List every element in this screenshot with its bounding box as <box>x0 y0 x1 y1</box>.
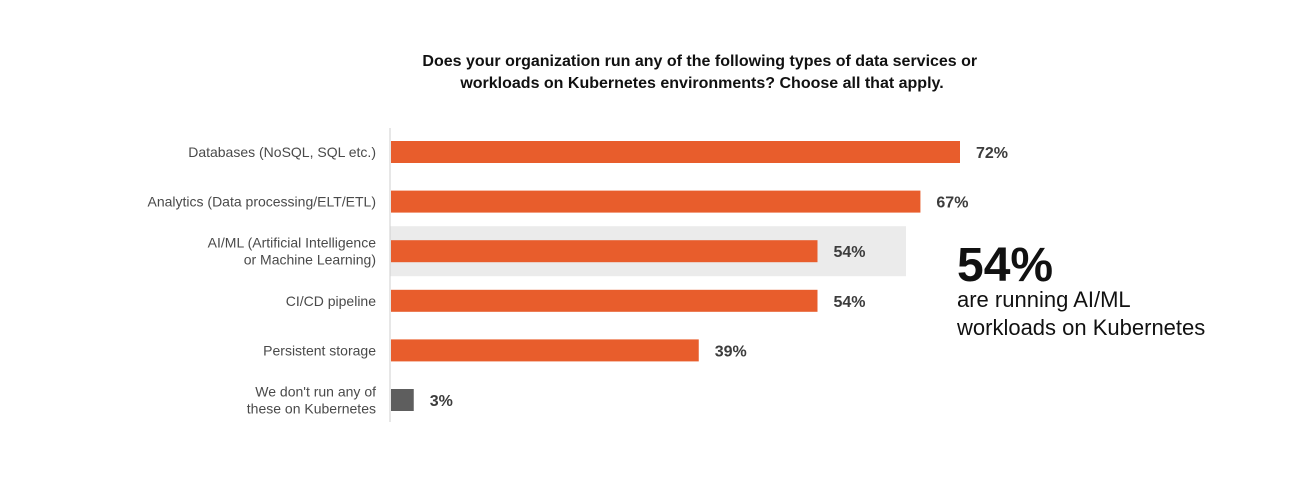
value-label: 3% <box>430 393 453 410</box>
value-labels-group: 72% 67% 54% 54% 39% 3% <box>430 145 1008 410</box>
category-label: CI/CD pipeline <box>286 293 376 309</box>
bar <box>391 240 818 263</box>
bar <box>391 389 414 411</box>
value-label: 67% <box>936 195 968 212</box>
value-label: 72% <box>976 145 1008 162</box>
callout-text-line-1: are running AI/ML <box>957 287 1130 312</box>
category-label: Databases (NoSQL, SQL etc.) <box>188 144 376 160</box>
callout-value: 54% <box>957 239 1053 292</box>
chart-title: Does your organization run any of the fo… <box>422 53 981 92</box>
category-label: or Machine Learning) <box>244 252 376 268</box>
category-label: Persistent storage <box>263 342 376 358</box>
callout-text: are running AI/ML workloads on Kubernete… <box>956 287 1205 340</box>
category-labels-group: Databases (NoSQL, SQL etc.) Analytics (Da… <box>148 144 377 417</box>
category-label: We don't run any of <box>255 384 376 400</box>
value-label: 39% <box>715 343 747 360</box>
category-label: Analytics (Data processing/ELT/ETL) <box>148 194 377 210</box>
value-label: 54% <box>834 294 866 311</box>
chart-title-line-2: workloads on Kubernetes environments? Ch… <box>459 75 943 92</box>
bar <box>391 190 921 213</box>
callout-text-line-2: workloads on Kubernetes <box>956 315 1205 340</box>
chart-title-line-1: Does your organization run any of the fo… <box>422 53 977 70</box>
category-label: these on Kubernetes <box>247 401 376 417</box>
bars-group <box>391 141 960 411</box>
bar <box>391 339 699 362</box>
bar <box>391 141 960 163</box>
category-label: AI/ML (Artificial Intelligence <box>208 235 377 251</box>
bar <box>391 289 818 312</box>
value-label: 54% <box>834 244 866 261</box>
